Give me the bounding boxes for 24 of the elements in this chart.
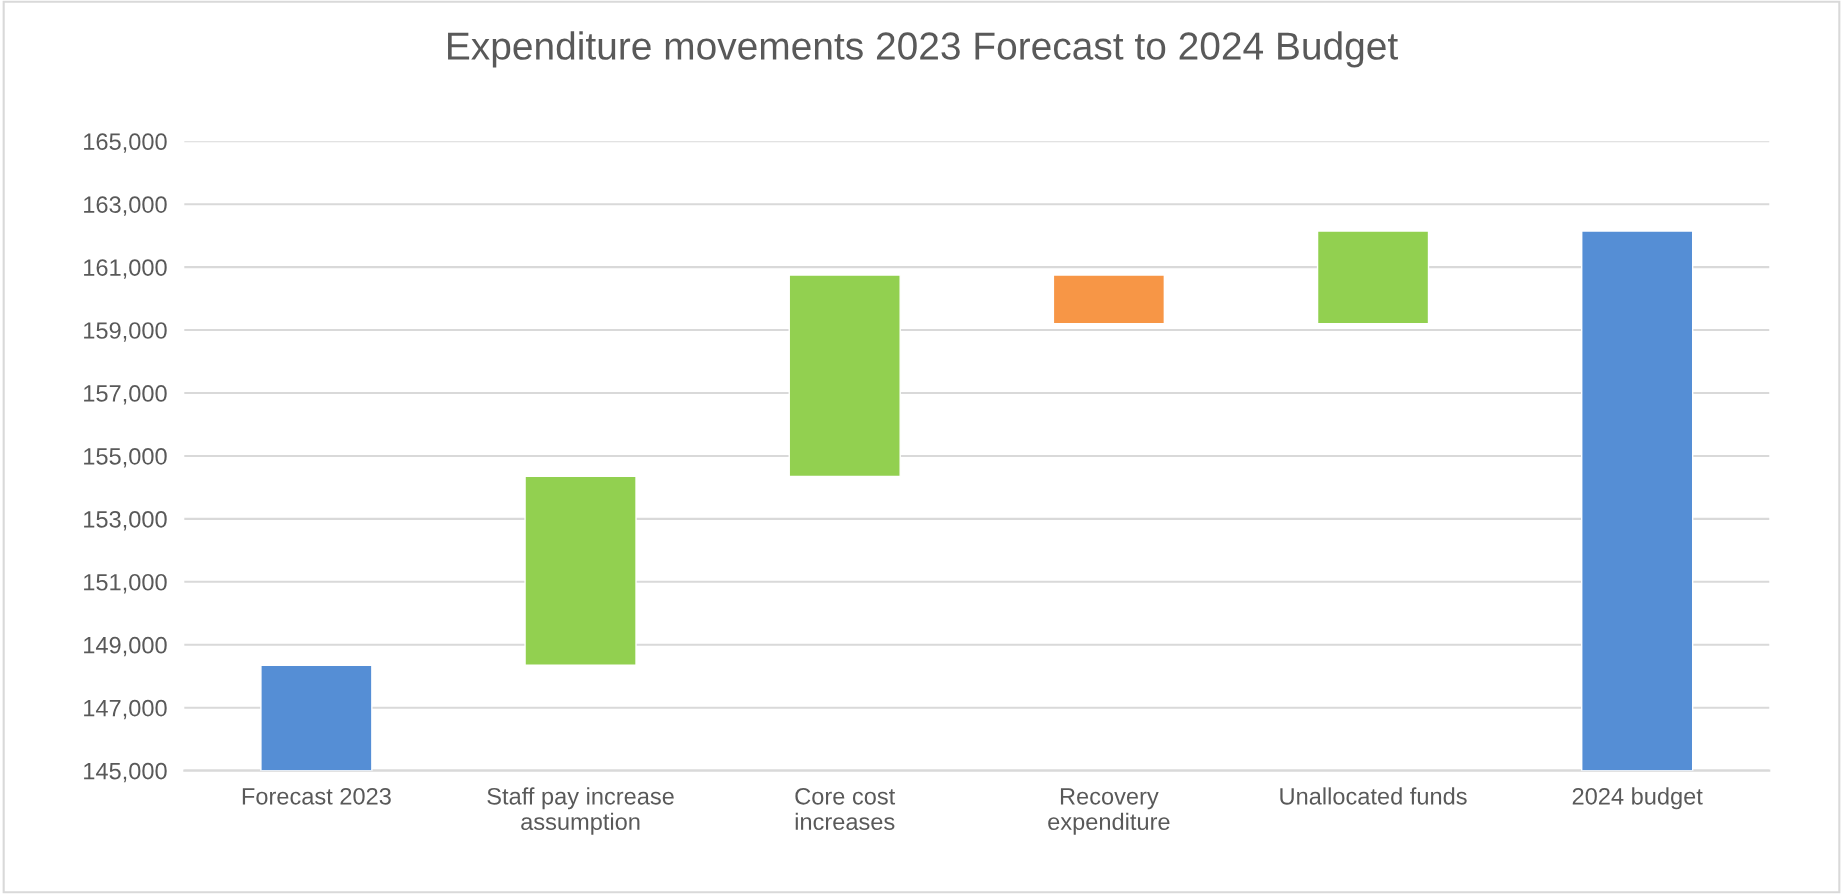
bar — [788, 274, 901, 478]
y-tick-label: 145,000 — [84, 762, 167, 783]
y-tick-label: 153,000 — [84, 510, 167, 531]
y-tick-label: 147,000 — [84, 699, 167, 720]
y-tick-label: 157,000 — [84, 385, 167, 405]
bar — [524, 475, 637, 666]
y-tick-label: 161,000 — [84, 259, 167, 279]
x-tick-label: 2024 budget — [1572, 787, 1703, 810]
y-tick-label: 163,000 — [84, 196, 167, 216]
bar — [1316, 230, 1430, 325]
y-tick-label: 159,000 — [84, 322, 167, 342]
bar — [1052, 274, 1166, 325]
x-tick-label: Core cost increases — [795, 787, 896, 831]
y-tick-label: 149,000 — [84, 636, 167, 657]
y-tick-label: 151,000 — [84, 573, 167, 594]
y-tick-label: 155,000 — [84, 448, 167, 468]
bar — [260, 664, 373, 771]
x-tick-label: Recovery expenditure — [1048, 788, 1170, 835]
x-tick-label: Staff pay increase assumption — [487, 787, 674, 835]
y-tick-label: 165,000 — [84, 133, 167, 153]
x-tick-label: Unallocated funds — [1280, 787, 1467, 805]
bar — [1581, 230, 1694, 771]
chart-title: Expenditure movements 2023 Forecast to 2024 Budget — [448, 31, 1398, 68]
x-tick-label: Forecast 2023 — [242, 787, 391, 805]
